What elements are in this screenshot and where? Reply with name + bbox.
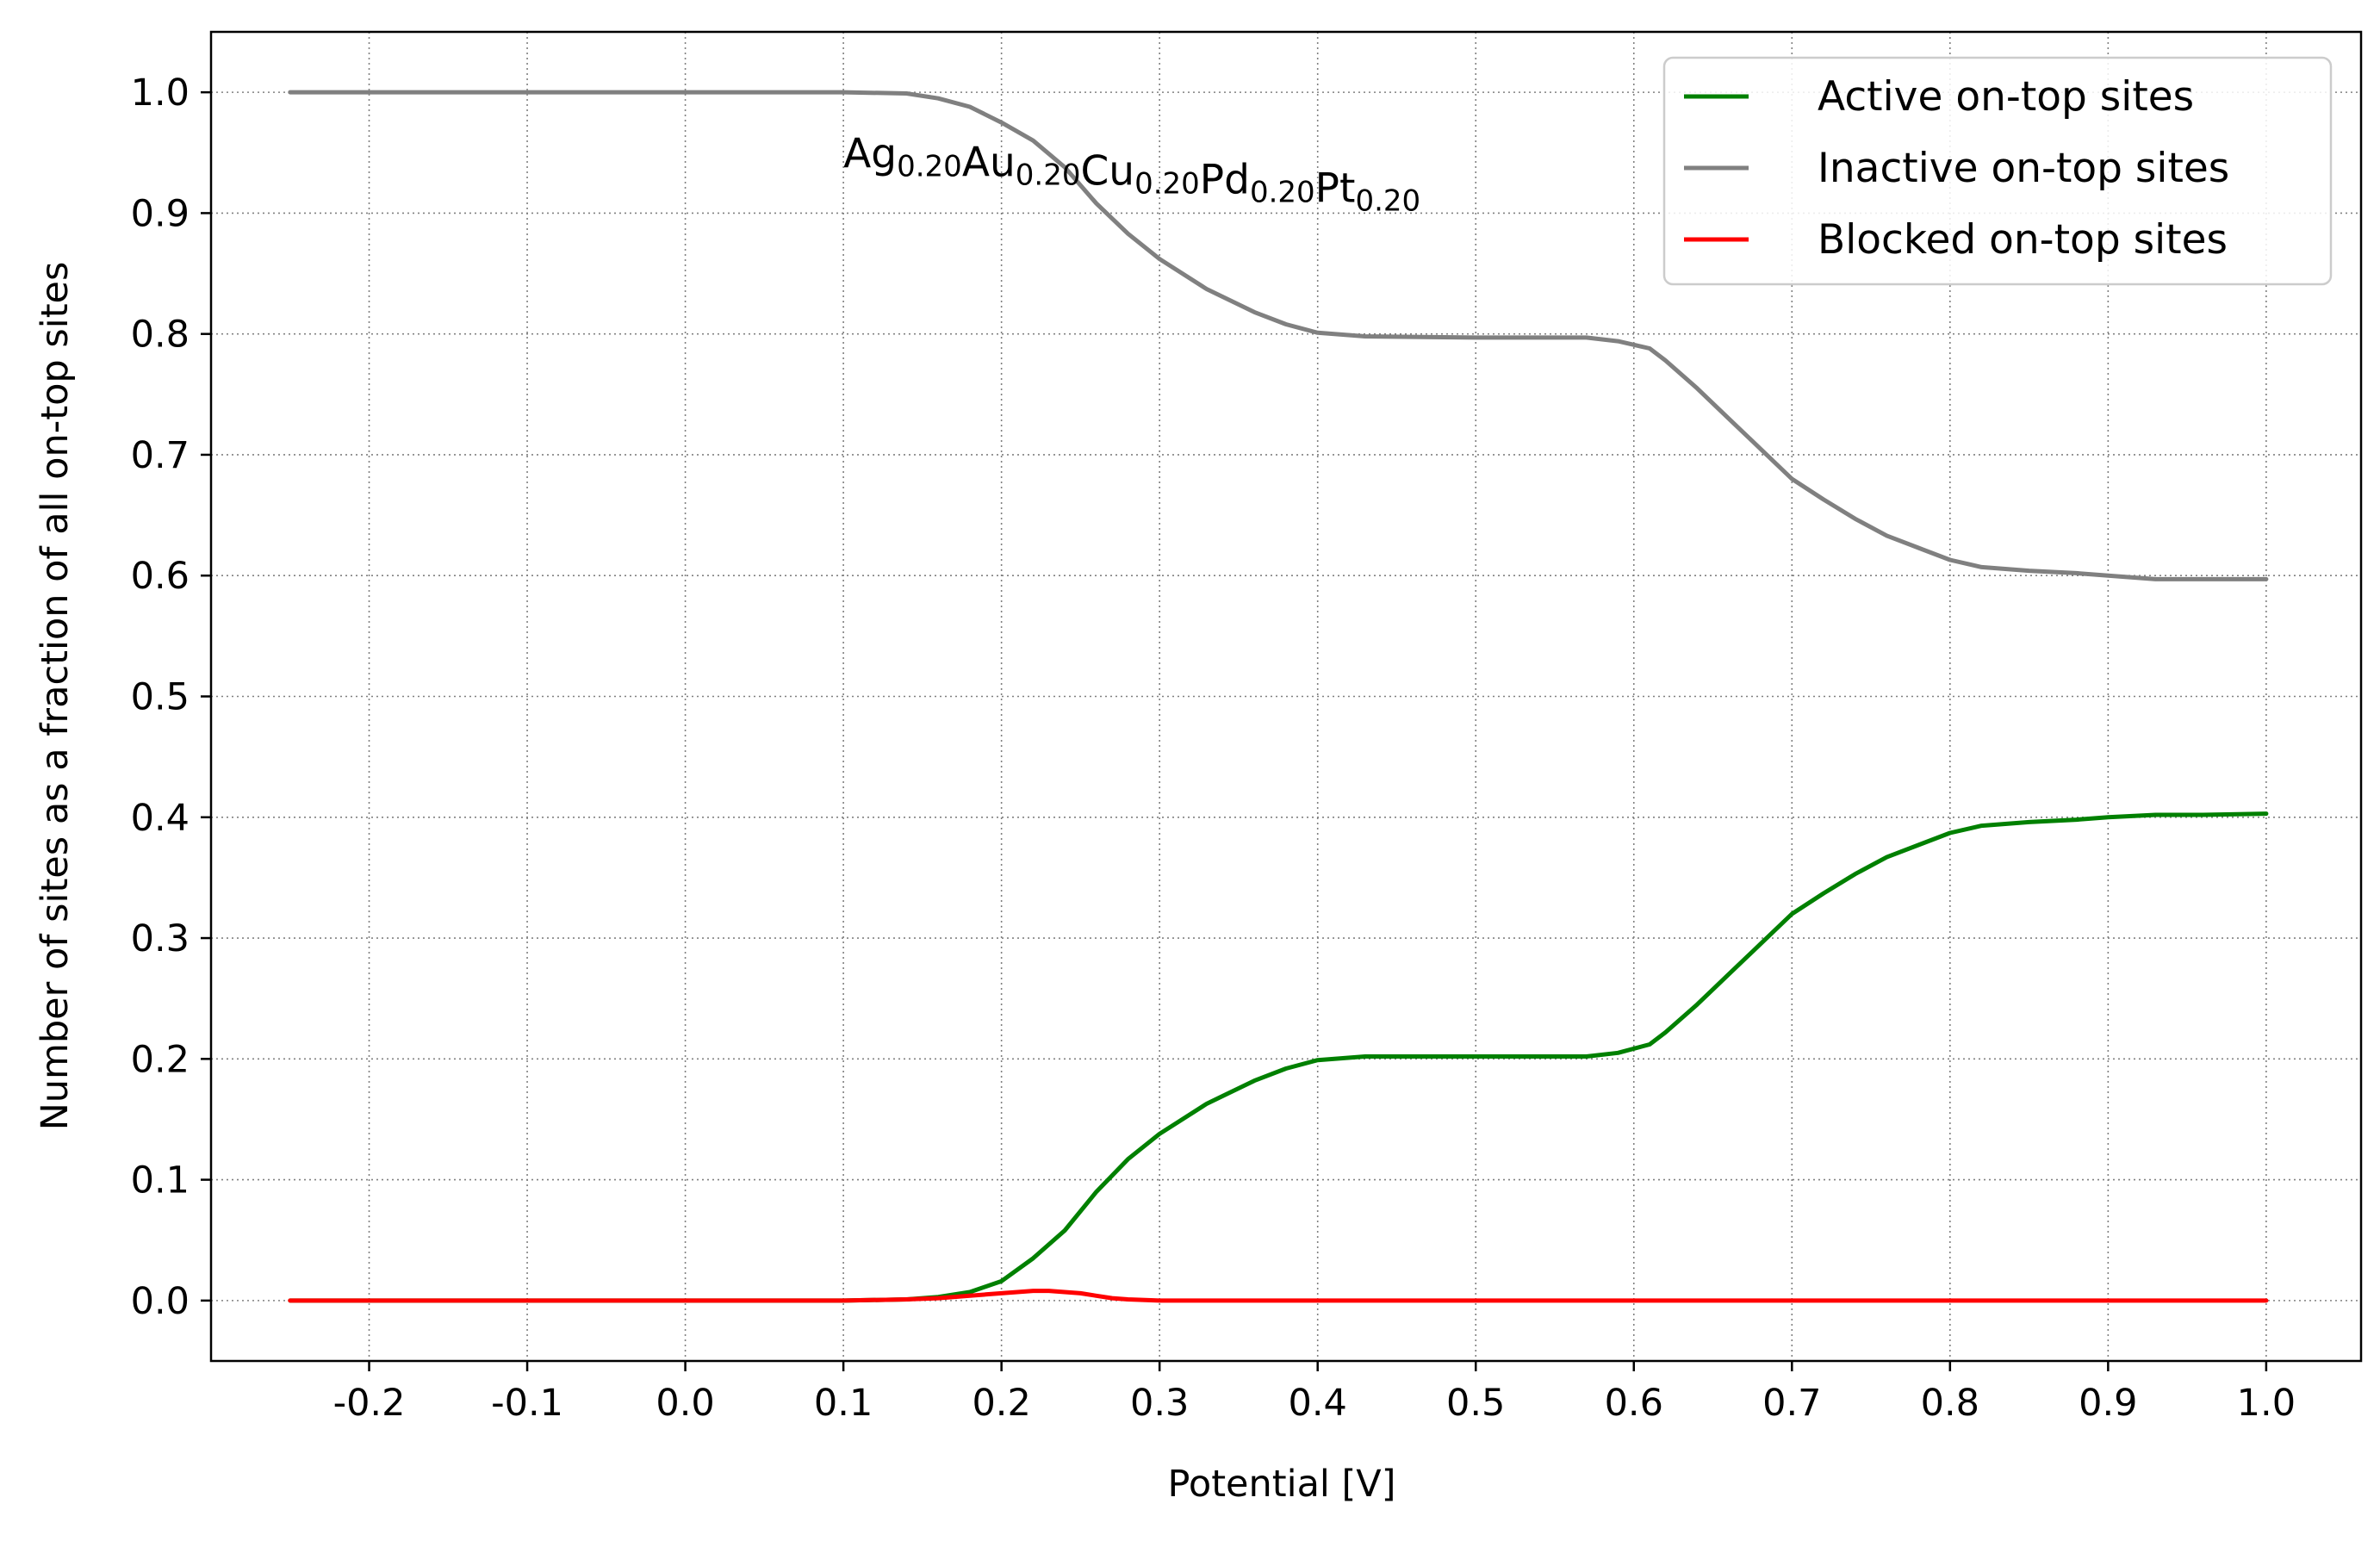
x-axis-label: Potential [V] [1167, 1463, 1395, 1506]
x-tick-label: 0.1 [814, 1382, 873, 1425]
y-axis-label: Number of sites as a fraction of all on-… [34, 262, 77, 1131]
x-tick-label: 0.5 [1446, 1382, 1505, 1425]
x-tick-label: 0.2 [972, 1382, 1030, 1425]
y-tick-label: 0.3 [131, 917, 190, 960]
series-line-inactive-on-top-sites [288, 90, 2269, 581]
annotation-fraction: 0.20 [1134, 166, 1200, 201]
x-tick-label: 0.7 [1762, 1382, 1821, 1425]
x-tick-label: 0.6 [1605, 1382, 1663, 1425]
annotation-fraction: 0.20 [1250, 175, 1315, 209]
x-axis: -0.2 -0.1 0.0 0.1 0.2 0.3 0.4 0.5 0.6 0.7 0.8 0.9 1.… [333, 1361, 2296, 1425]
legend-label-inactive: Inactive on-top sites [1818, 145, 2229, 192]
annotation-element: Ag [843, 130, 897, 177]
y-axis: 0.0 0.1 0.2 0.3 0.4 0.5 0.6 0.7 0.8 0.9 1.0 [131, 71, 211, 1323]
grid-lines [211, 32, 2361, 1361]
series-line-blocked-on-top-sites [288, 1289, 2269, 1303]
annotation-element: Cu [1080, 147, 1134, 195]
series-line-active-on-top-sites [288, 811, 2269, 1303]
x-tick-label: 0.0 [656, 1382, 714, 1425]
annotation-element: Pd [1200, 156, 1250, 203]
y-tick-label: 0.5 [131, 676, 190, 719]
annotation-fraction: 0.20 [1355, 183, 1420, 218]
x-tick-label: 0.4 [1289, 1382, 1347, 1425]
annotation-element: Pt [1315, 165, 1356, 212]
y-tick-label: 0.6 [131, 555, 190, 598]
x-tick-label: 1.0 [2237, 1382, 2296, 1425]
x-tick-label: 0.9 [2079, 1382, 2137, 1425]
y-tick-label: 0.1 [131, 1159, 190, 1202]
y-tick-label: 0.4 [131, 797, 190, 840]
annotation-element: Au [962, 139, 1016, 186]
x-tick-label: 0.3 [1130, 1382, 1189, 1425]
y-tick-label: 0.7 [131, 434, 190, 477]
series-lines [288, 90, 2269, 1303]
x-tick-label: 0.8 [1921, 1382, 1979, 1425]
legend-label-blocked: Blocked on-top sites [1818, 216, 2228, 264]
y-tick-label: 0.8 [131, 314, 190, 357]
legend-box [1662, 56, 2333, 286]
composition-annotation: Ag0.20Au0.20Cu0.20Pd0.20Pt0.20 [843, 130, 1420, 218]
annotation-fraction: 0.20 [1016, 158, 1081, 192]
y-tick-label: 1.0 [131, 71, 190, 115]
legend-label-active: Active on-top sites [1818, 73, 2194, 121]
legend: Active on-top sites Inactive on-top site… [1662, 56, 2333, 286]
y-tick-label: 0.2 [131, 1038, 190, 1081]
x-tick-label: -0.1 [491, 1382, 563, 1425]
y-tick-label: 0.0 [131, 1280, 190, 1323]
annotation-fraction: 0.20 [897, 149, 962, 183]
x-tick-label: -0.2 [333, 1382, 406, 1425]
y-tick-label: 0.9 [131, 192, 190, 235]
